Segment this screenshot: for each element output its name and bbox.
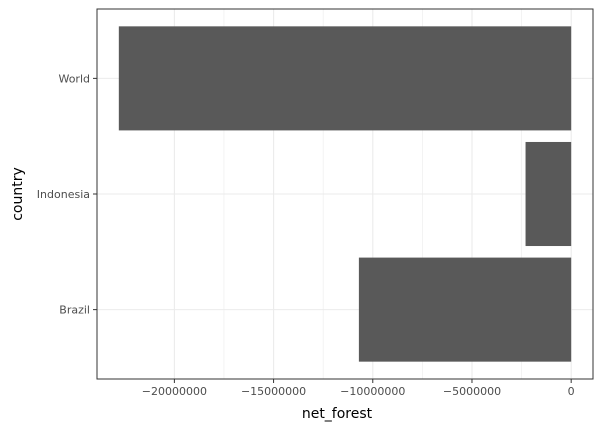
bars [118, 26, 572, 362]
y-tick-label-indonesia: Indonesia [37, 188, 90, 201]
bar-brazil [358, 257, 572, 362]
bar-world [118, 26, 572, 131]
y-tick-label-brazil: Brazil [59, 304, 90, 317]
x-tick-label: −20000000 [142, 385, 207, 398]
x-tick-label: −10000000 [340, 385, 405, 398]
x-axis: −20000000 −15000000 −10000000 −5000000 0 [142, 379, 575, 398]
x-tick-label: −15000000 [241, 385, 306, 398]
y-tick-label-world: World [58, 72, 90, 85]
x-tick-label: 0 [568, 385, 575, 398]
x-tick-label: −5000000 [443, 385, 501, 398]
y-axis: Brazil Indonesia World [37, 72, 97, 317]
bar-indonesia [525, 141, 572, 247]
x-axis-title: net_forest [302, 406, 373, 422]
y-axis-title: country [10, 167, 26, 221]
